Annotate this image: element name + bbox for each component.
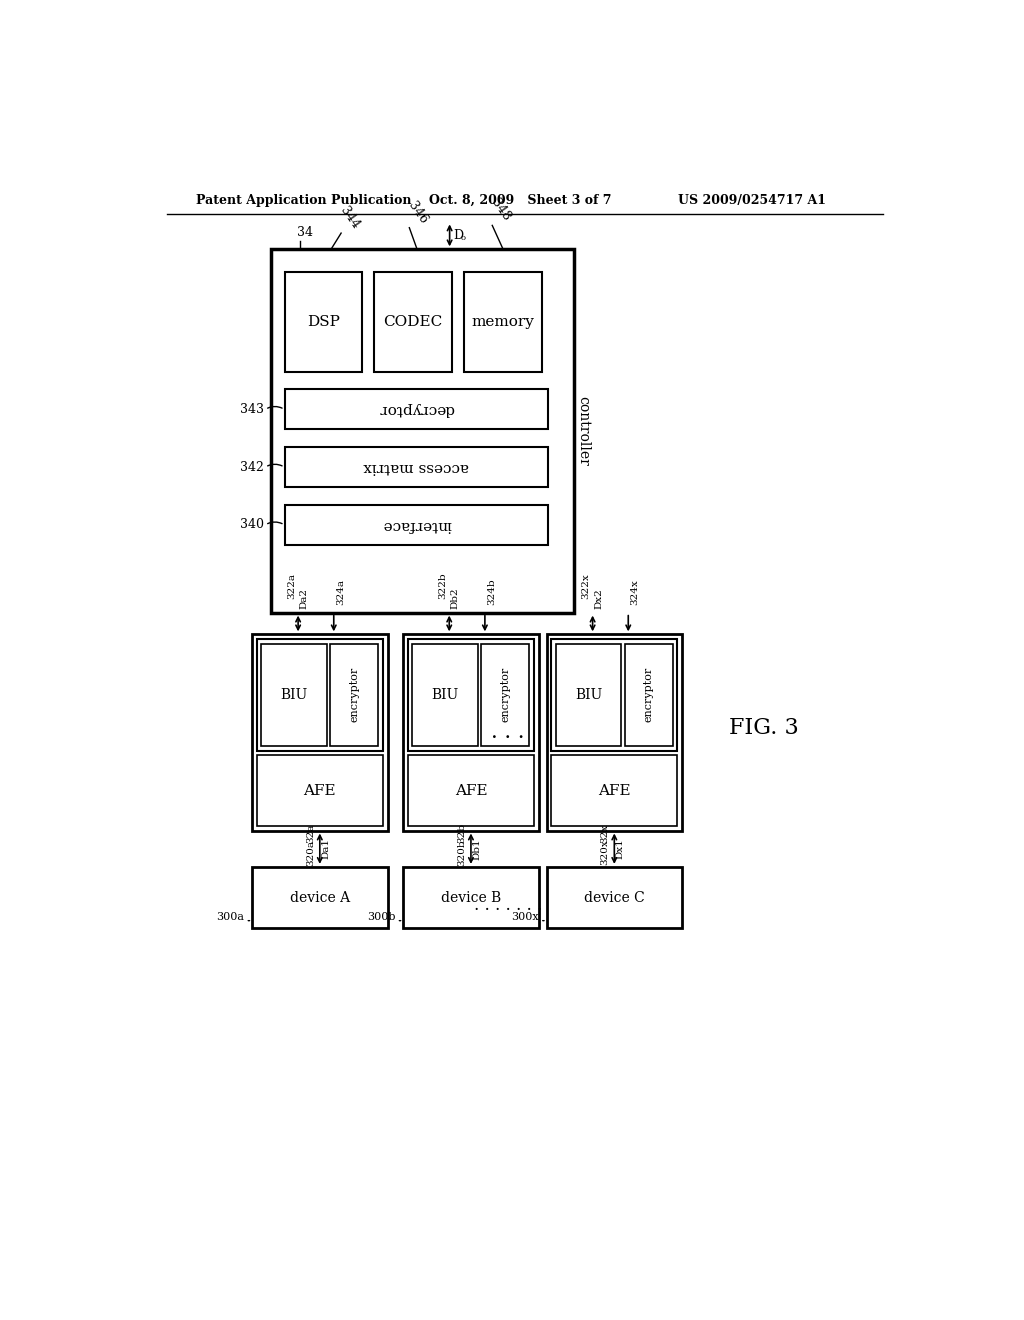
Text: BIU: BIU [281,688,308,702]
Bar [413,644,478,746]
Text: 300x: 300x [511,912,539,921]
Bar [257,755,383,826]
Text: o: o [461,235,466,243]
Bar [285,272,362,372]
Text: encryptor: encryptor [349,667,359,722]
Text: AFE: AFE [455,784,487,797]
Text: DSP: DSP [307,315,340,330]
Bar [551,639,678,751]
Text: 322x: 322x [582,573,590,599]
Text: 300b: 300b [367,912,395,921]
Bar [271,249,573,612]
Text: 340: 340 [240,519,263,532]
Text: . . .: . . . [490,722,524,742]
Text: Dx1: Dx1 [615,838,625,859]
Bar [403,635,539,830]
Bar [625,644,673,746]
Text: 322a: 322a [287,573,296,599]
Bar [257,639,383,751]
Text: 342: 342 [240,461,263,474]
Text: device C: device C [584,891,645,904]
Bar [330,644,378,746]
Bar [556,644,622,746]
Text: . . . . . . .: . . . . . . . [474,896,542,913]
Bar [285,506,548,545]
Text: device B: device B [440,891,501,904]
Text: BIU: BIU [575,688,602,702]
Text: D: D [454,228,464,242]
Bar [285,389,548,429]
Text: interface: interface [382,517,451,532]
Text: 34: 34 [297,226,313,239]
Text: device A: device A [290,891,350,904]
Text: US 2009/0254717 A1: US 2009/0254717 A1 [678,194,826,207]
Text: Dx2: Dx2 [594,589,603,609]
Bar [464,272,542,372]
Bar [408,755,535,826]
Text: 344: 344 [337,205,361,231]
Text: Da2: Da2 [300,587,308,609]
Bar [403,867,539,928]
Text: 32a: 32a [306,824,315,843]
Text: controller: controller [575,396,590,466]
Text: AFE: AFE [303,784,336,797]
Text: 348: 348 [488,197,513,224]
Text: CODEC: CODEC [384,315,442,330]
Bar [547,635,682,830]
Text: FIG. 3: FIG. 3 [729,717,799,739]
Text: 32b: 32b [458,824,466,843]
Text: encryptor: encryptor [644,667,653,722]
Bar [408,639,535,751]
Text: 324x: 324x [631,579,640,605]
Text: 300a: 300a [216,912,245,921]
Bar [285,447,548,487]
Bar [261,644,327,746]
Text: 346: 346 [406,199,430,226]
Bar [551,755,678,826]
Text: 324b: 324b [487,578,497,605]
Text: 320a: 320a [306,840,315,866]
Text: Da1: Da1 [322,838,331,859]
Bar [252,867,388,928]
Text: Db1: Db1 [472,838,481,859]
Text: memory: memory [472,315,535,330]
Text: 322b: 322b [438,572,446,599]
Text: 324a: 324a [336,579,345,605]
Text: 320b: 320b [458,840,466,866]
Bar [547,867,682,928]
Text: encryptor: encryptor [501,667,510,722]
Text: Db2: Db2 [451,587,460,609]
Bar [481,644,529,746]
Text: 343: 343 [240,403,263,416]
Text: Patent Application Publication: Patent Application Publication [197,194,412,207]
Text: BIU: BIU [432,688,459,702]
Text: decryptor: decryptor [379,403,454,416]
Text: access matrix: access matrix [364,461,469,474]
Bar [252,635,388,830]
Text: 32x: 32x [601,824,609,843]
Bar [375,272,452,372]
Text: Oct. 8, 2009   Sheet 3 of 7: Oct. 8, 2009 Sheet 3 of 7 [429,194,611,207]
Text: 320x: 320x [601,840,609,866]
Text: AFE: AFE [598,784,631,797]
